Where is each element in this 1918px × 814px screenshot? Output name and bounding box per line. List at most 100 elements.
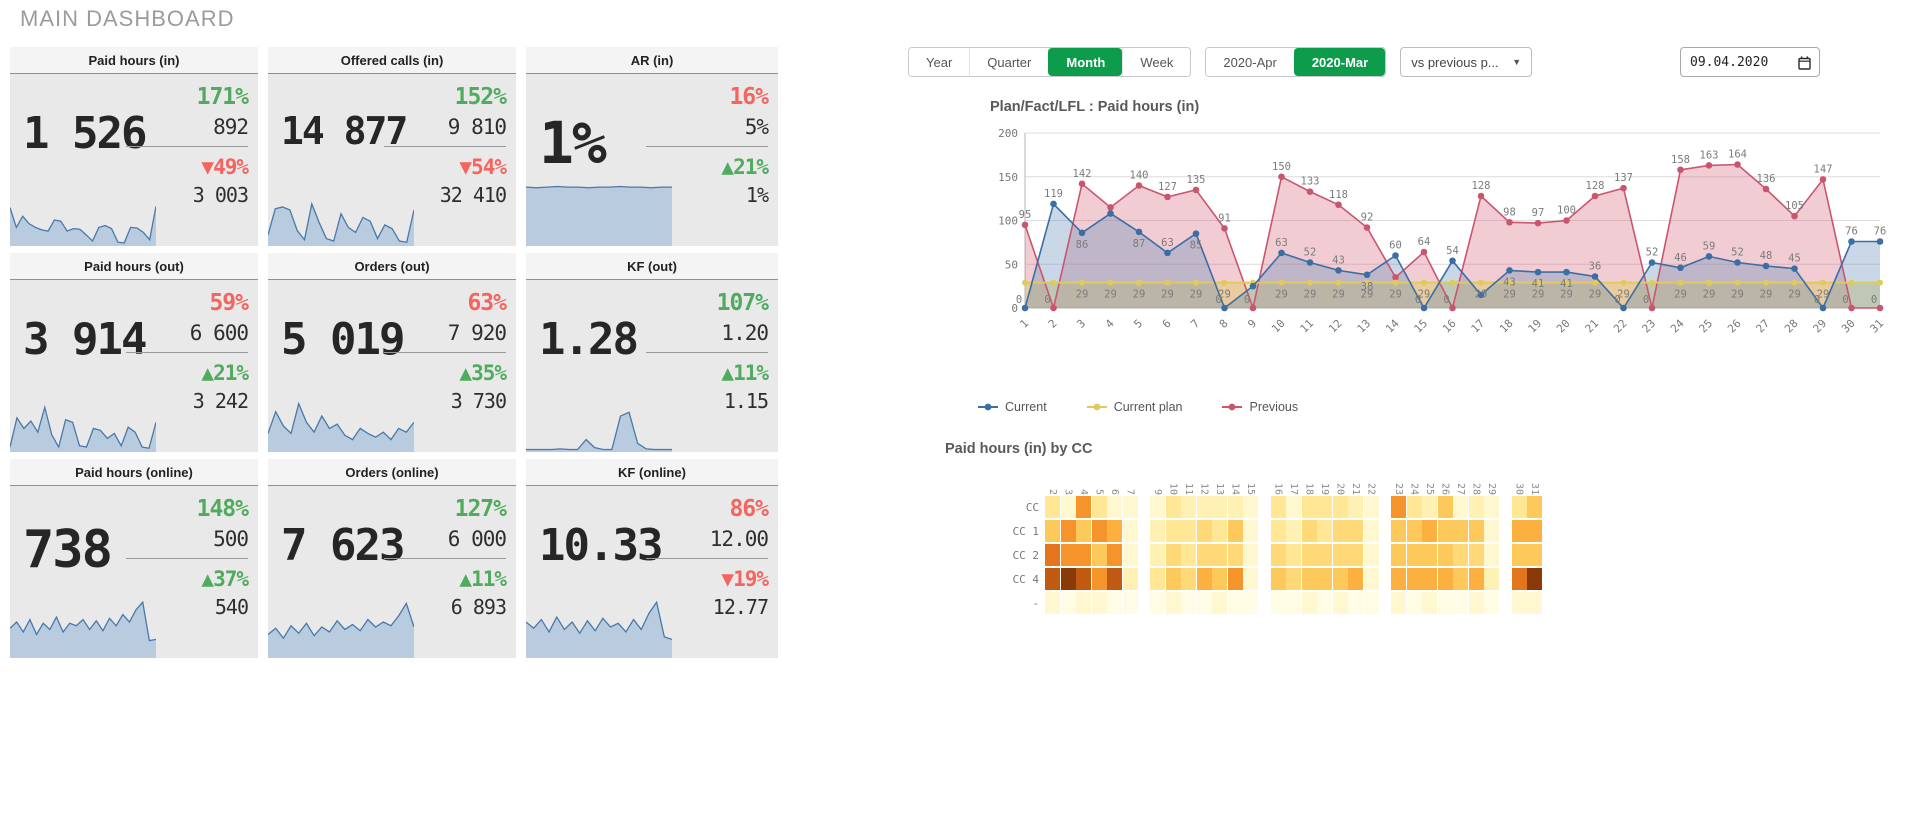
heatmap-cell[interactable] <box>1227 520 1243 542</box>
heatmap-cell[interactable] <box>1076 520 1091 542</box>
heatmap-cell[interactable] <box>1181 496 1196 518</box>
legend-item-current-plan[interactable]: Current plan <box>1086 400 1182 414</box>
heatmap-cell[interactable] <box>1243 544 1258 566</box>
period-button-month[interactable]: Month <box>1048 48 1123 76</box>
period-button-week[interactable]: Week <box>1122 48 1191 76</box>
heatmap-cell[interactable] <box>1107 568 1122 590</box>
heatmap-cell[interactable] <box>1332 592 1348 614</box>
heatmap-cell[interactable] <box>1196 592 1212 614</box>
heatmap-cell[interactable] <box>1363 520 1379 542</box>
heatmap-cell[interactable] <box>1091 592 1107 614</box>
heatmap-cell[interactable] <box>1406 592 1422 614</box>
heatmap-cell[interactable] <box>1301 592 1317 614</box>
heatmap-cell[interactable] <box>1348 544 1363 566</box>
heatmap-cell[interactable] <box>1332 544 1348 566</box>
heatmap-cell[interactable] <box>1045 544 1060 566</box>
heatmap-cell[interactable] <box>1317 496 1332 518</box>
heatmap-cell[interactable] <box>1165 592 1181 614</box>
heatmap-cell[interactable] <box>1286 496 1301 518</box>
heatmap-cell[interactable] <box>1212 592 1227 614</box>
heatmap-cell[interactable] <box>1484 592 1499 614</box>
period-button-year[interactable]: Year <box>909 48 970 76</box>
heatmap-cell[interactable] <box>1511 544 1527 566</box>
heatmap-cell[interactable] <box>1107 520 1122 542</box>
heatmap-cell[interactable] <box>1212 544 1227 566</box>
heatmap-cell[interactable] <box>1484 568 1499 590</box>
heatmap-cell[interactable] <box>1437 592 1453 614</box>
heatmap-cell[interactable] <box>1150 544 1165 566</box>
heatmap-cell[interactable] <box>1348 592 1363 614</box>
heatmap-cell[interactable] <box>1363 496 1379 518</box>
heatmap-cell[interactable] <box>1527 544 1542 566</box>
heatmap-cell[interactable] <box>1060 520 1076 542</box>
heatmap-cell[interactable] <box>1212 520 1227 542</box>
heatmap-cell[interactable] <box>1227 496 1243 518</box>
heatmap-cell[interactable] <box>1437 568 1453 590</box>
heatmap-chart[interactable]: 2 3 4 5 6 7 9 10 11 12 13 14 15 16 17 18 19 20 21 22 23 24 25 2… <box>945 466 1550 616</box>
heatmap-cell[interactable] <box>1150 520 1165 542</box>
heatmap-cell[interactable] <box>1422 544 1437 566</box>
heatmap-cell[interactable] <box>1091 496 1107 518</box>
heatmap-cell[interactable] <box>1243 592 1258 614</box>
heatmap-cell[interactable] <box>1122 544 1138 566</box>
heatmap-cell[interactable] <box>1363 568 1379 590</box>
heatmap-cell[interactable] <box>1332 496 1348 518</box>
line-chart[interactable]: 0 50 100 150 200 1 2 3 4 5 6 7 8 9 10 11 12 13 14 15 16 17 18 1… <box>985 118 1910 381</box>
heatmap-cell[interactable] <box>1270 544 1286 566</box>
heatmap-cell[interactable] <box>1060 568 1076 590</box>
heatmap-cell[interactable] <box>1196 520 1212 542</box>
heatmap-cell[interactable] <box>1332 568 1348 590</box>
heatmap-cell[interactable] <box>1122 496 1138 518</box>
heatmap-cell[interactable] <box>1060 544 1076 566</box>
heatmap-cell[interactable] <box>1511 592 1527 614</box>
heatmap-cell[interactable] <box>1227 544 1243 566</box>
heatmap-cell[interactable] <box>1196 496 1212 518</box>
heatmap-cell[interactable] <box>1437 544 1453 566</box>
heatmap-cell[interactable] <box>1527 592 1542 614</box>
heatmap-cell[interactable] <box>1243 496 1258 518</box>
heatmap-cell[interactable] <box>1107 544 1122 566</box>
heatmap-cell[interactable] <box>1484 544 1499 566</box>
month-button-2020-mar[interactable]: 2020-Mar <box>1293 48 1386 76</box>
heatmap-cell[interactable] <box>1391 568 1406 590</box>
heatmap-cell[interactable] <box>1363 544 1379 566</box>
heatmap-cell[interactable] <box>1286 544 1301 566</box>
heatmap-cell[interactable] <box>1301 520 1317 542</box>
heatmap-cell[interactable] <box>1270 568 1286 590</box>
heatmap-cell[interactable] <box>1286 520 1301 542</box>
heatmap-cell[interactable] <box>1196 568 1212 590</box>
month-button-2020-apr[interactable]: 2020-Apr <box>1206 48 1294 76</box>
heatmap-cell[interactable] <box>1332 520 1348 542</box>
heatmap-cell[interactable] <box>1422 496 1437 518</box>
legend-item-previous[interactable]: Previous <box>1222 400 1298 414</box>
heatmap-cell[interactable] <box>1527 568 1542 590</box>
heatmap-cell[interactable] <box>1286 568 1301 590</box>
heatmap-cell[interactable] <box>1468 592 1484 614</box>
heatmap-cell[interactable] <box>1391 544 1406 566</box>
heatmap-cell[interactable] <box>1484 520 1499 542</box>
heatmap-cell[interactable] <box>1422 568 1437 590</box>
heatmap-cell[interactable] <box>1091 568 1107 590</box>
heatmap-cell[interactable] <box>1511 568 1527 590</box>
heatmap-cell[interactable] <box>1076 592 1091 614</box>
heatmap-cell[interactable] <box>1060 592 1076 614</box>
heatmap-cell[interactable] <box>1301 568 1317 590</box>
heatmap-cell[interactable] <box>1045 520 1060 542</box>
heatmap-cell[interactable] <box>1181 592 1196 614</box>
heatmap-cell[interactable] <box>1527 520 1542 542</box>
heatmap-cell[interactable] <box>1453 496 1468 518</box>
legend-item-current[interactable]: Current <box>978 400 1047 414</box>
heatmap-cell[interactable] <box>1468 544 1484 566</box>
heatmap-cell[interactable] <box>1437 520 1453 542</box>
heatmap-cell[interactable] <box>1406 520 1422 542</box>
heatmap-cell[interactable] <box>1317 568 1332 590</box>
heatmap-cell[interactable] <box>1422 592 1437 614</box>
heatmap-cell[interactable] <box>1150 568 1165 590</box>
period-button-quarter[interactable]: Quarter <box>969 48 1049 76</box>
heatmap-cell[interactable] <box>1317 592 1332 614</box>
heatmap-cell[interactable] <box>1165 544 1181 566</box>
heatmap-cell[interactable] <box>1468 496 1484 518</box>
heatmap-cell[interactable] <box>1406 496 1422 518</box>
heatmap-cell[interactable] <box>1107 592 1122 614</box>
heatmap-cell[interactable] <box>1165 496 1181 518</box>
